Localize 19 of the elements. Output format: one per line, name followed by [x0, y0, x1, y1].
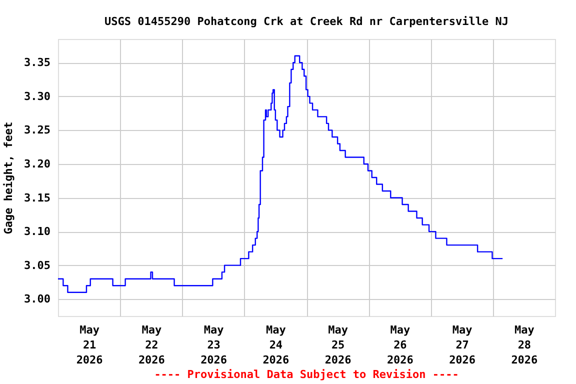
- y-tick-label: 3.05: [24, 258, 50, 272]
- x-tick-label: May 23 2026: [200, 324, 228, 366]
- y-tick-label: 3.10: [24, 225, 50, 238]
- x-tick-label: May 24 2026: [262, 324, 290, 366]
- text: ---- Provisional Data Subject to Revision ----: [154, 368, 459, 381]
- x-tick-label: May 21 2026: [76, 324, 104, 366]
- y-tick-label: 3.30: [24, 90, 50, 103]
- y-tick-label: 3.15: [24, 191, 50, 204]
- chart-title: USGS 01455290 Pohatcong Crk at Creek Rd nr Carpentersville NJ: [104, 15, 508, 28]
- x-tick-label: May 28 2026: [511, 324, 538, 366]
- x-tick-label: May 25 2026: [324, 324, 352, 366]
- y-tick-label: 3.35: [24, 56, 50, 70]
- y-tick-label: 3.20: [24, 157, 50, 170]
- y-tick-label: 3.00: [24, 292, 50, 306]
- x-tick-label: May 26 2026: [386, 324, 414, 366]
- x-tick-label: May 27 2026: [449, 324, 476, 366]
- y-axis-title: Gage height, feet: [2, 122, 16, 234]
- y-tick-label: 3.25: [24, 124, 50, 137]
- x-tick-label: May 22 2026: [138, 324, 166, 366]
